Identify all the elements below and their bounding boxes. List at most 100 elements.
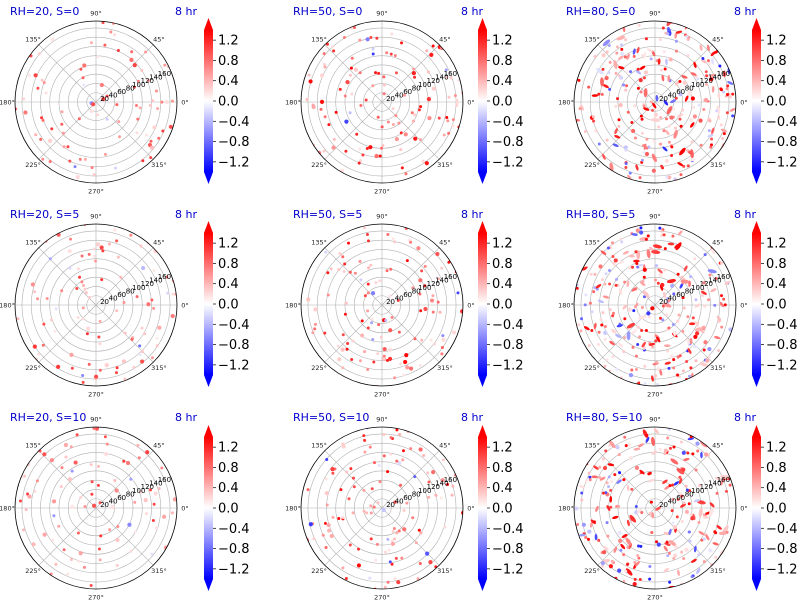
scatter-point [96,55,100,59]
scatter-point [675,30,683,34]
scatter-point [583,303,587,307]
scatter-point [693,257,697,261]
scatter-point [42,452,47,457]
scatter-point [376,501,380,505]
scatter-point [616,97,620,101]
scatter-point [655,94,659,102]
scatter-point [698,483,702,487]
scatter-point [614,104,618,108]
scatter-point [423,306,428,312]
scatter-point [374,281,378,285]
scatter-point [626,545,630,549]
scatter-point [661,74,665,82]
scatter-point [660,229,664,233]
scatter-point [722,297,726,301]
angle-tick-label: 315° [710,567,726,575]
scatter-point [426,96,432,102]
scatter-point [620,47,624,51]
scatter-point [324,546,328,550]
scatter-point [687,437,695,441]
radial-tick-label: 100 [132,284,145,292]
scatter-point [699,44,703,51]
scatter-point [105,442,109,446]
scatter-point [49,318,53,322]
scatter-point [603,545,609,551]
scatter-point [652,139,656,143]
colorbar-tick-label: −1.2 [766,562,798,577]
colorbar-tick-label: −1.2 [766,155,798,170]
scatter-point [445,76,449,80]
scatter-point [651,153,657,163]
scatter-point [639,469,645,475]
scatter-point [661,26,665,30]
scatter-point [625,70,629,74]
scatter-point [707,133,714,138]
scatter-point [659,369,663,376]
scatter-point [604,449,608,453]
scatter-point [691,345,699,349]
scatter-point [393,537,397,541]
scatter-point [419,531,423,535]
scatter-point [653,546,657,550]
radial-tick-label: 140 [435,74,448,82]
scatter-point [617,118,621,122]
angle-tick-label: 90° [376,9,388,17]
scatter-point [651,512,655,519]
angle-tick-label: 180° [558,504,574,512]
angle-tick-label: 0° [467,504,474,512]
scatter-point [90,480,94,484]
scatter-point [402,527,407,532]
scatter-point [608,268,612,272]
colorbar-tick-label: −0.4 [492,522,524,537]
scatter-point [60,110,64,114]
scatter-point [662,146,668,152]
angle-tick-label: 45° [153,441,165,449]
scatter-point [673,481,680,486]
polar-panel-4: 90°45°0°315°270°225°180°135°20 40 60 801001… [0,208,250,398]
colorbar-tick-label: 0.0 [492,502,513,517]
scatter-point [638,443,644,448]
colorbar-tick-label: 0.4 [492,277,513,292]
scatter-point [702,281,706,285]
scatter-point [391,237,395,241]
scatter-point [665,313,669,317]
colorbar-tick-label: 0.4 [218,277,239,292]
scatter-point [578,107,582,111]
scatter-point [374,71,378,75]
angle-tick-label: 0° [740,504,747,512]
colorbar-tick-label: −0.4 [766,115,798,130]
scatter-point [667,299,671,303]
scatter-point [725,111,729,115]
scatter-point [50,127,54,131]
scatter-point [78,275,82,279]
scatter-point [386,470,390,474]
scatter-point [604,75,609,81]
scatter-point [24,508,28,512]
scatter-point [79,67,83,71]
scatter-point [386,232,390,236]
colorbar: 1.20.80.40.0−0.4−0.8−1.2 [752,18,798,184]
angular-gridline [38,247,97,306]
scatter-point [330,45,334,49]
scatter-point [615,277,619,281]
radial-tick-label: 80 [126,490,135,498]
scatter-point [699,143,703,147]
scatter-point [431,469,436,475]
scatter-point [606,246,610,250]
scatter-point [99,245,104,250]
radial-tick-label: 60 [117,494,126,502]
scatter-point [393,376,397,380]
angle-tick-label: 45° [439,35,451,43]
scatter-point [667,242,675,246]
polar-panel-1: 90°45°0°315°270°225°180°135°20 40 60 801001… [0,5,250,195]
scatter-point [628,265,633,270]
angular-gridline [597,101,656,160]
scatter-point [369,263,373,267]
colorbar-tick-label: 0.4 [766,74,787,89]
scatter-point [371,84,375,88]
scatter-point [587,344,591,348]
polar-panel-2: 90°45°0°315°270°225°180°135°20 40 60 801001… [285,5,523,195]
colorbar-tick-label: −1.2 [492,562,524,577]
scatter-point [720,294,724,298]
scatter-point [129,477,133,481]
